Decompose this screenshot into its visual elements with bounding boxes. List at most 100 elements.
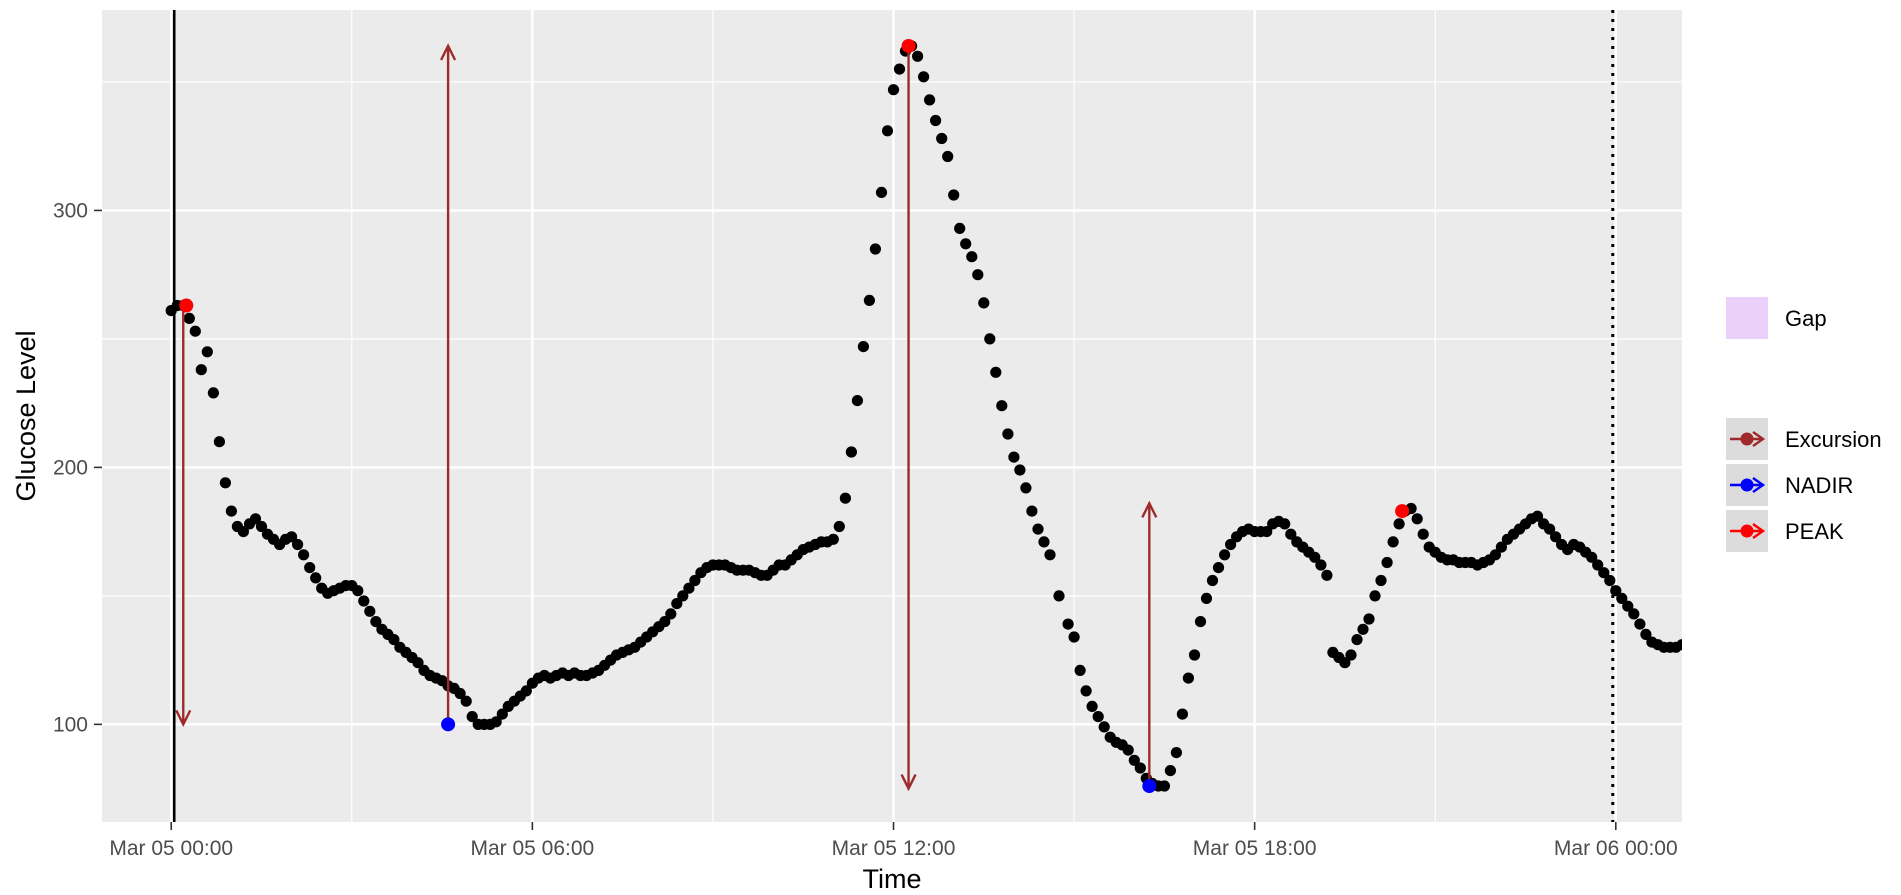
glucose-point	[990, 366, 1002, 378]
legend-key-point	[1740, 478, 1754, 492]
glucose-point	[1068, 631, 1080, 643]
y-axis-title: Glucose Level	[11, 330, 41, 501]
glucose-point	[1357, 623, 1369, 635]
glucose-point	[1020, 482, 1032, 494]
glucose-point	[298, 549, 310, 561]
glucose-point	[1628, 608, 1640, 620]
glucose-point	[1321, 569, 1333, 581]
glucose-point	[286, 531, 298, 543]
glucose-point	[1345, 649, 1357, 661]
glucose-point	[857, 341, 870, 353]
glucose-point	[881, 125, 894, 137]
glucose-point	[1363, 613, 1375, 625]
glucose-point	[1188, 649, 1201, 661]
glucose-point	[1080, 685, 1092, 697]
glucose-point	[195, 364, 207, 376]
glucose-point	[1351, 634, 1363, 646]
legend-key-arrow	[1752, 523, 1766, 539]
glucose-point	[370, 616, 382, 628]
glucose-point	[496, 708, 508, 720]
glucose-point	[1604, 574, 1616, 587]
glucose-point	[1212, 562, 1225, 574]
glucose-point	[1062, 618, 1074, 630]
glucose-point	[1695, 637, 1706, 648]
glucose-point	[851, 395, 864, 407]
data-points	[165, 40, 1778, 792]
glucose-point	[1743, 631, 1754, 642]
glucose-point	[213, 436, 225, 448]
glucose-point	[1586, 551, 1598, 563]
peak-marker	[179, 298, 194, 313]
glucose-point	[1122, 744, 1134, 756]
glucose-point	[1158, 780, 1170, 792]
glucose-point	[659, 616, 671, 628]
glucose-point	[677, 590, 689, 602]
glucose-point	[954, 222, 966, 234]
glucose-point	[1200, 592, 1213, 605]
glucose-point	[1261, 526, 1273, 538]
glucose-point	[255, 520, 268, 533]
glucose-point	[893, 63, 906, 75]
glucose-point	[1701, 634, 1712, 645]
glucose-point	[1339, 657, 1351, 669]
glucose-point	[984, 333, 996, 345]
legend-nadir-label: NADIR	[1785, 473, 1853, 498]
glucose-point	[358, 595, 370, 607]
glucose-point	[1616, 592, 1628, 605]
glucose-point	[207, 387, 219, 399]
glucose-point	[869, 243, 882, 255]
minor-gridlines	[102, 10, 1682, 822]
glucose-point	[1676, 639, 1682, 651]
glucose-point	[1640, 628, 1652, 641]
glucose-point	[1598, 567, 1610, 579]
x-tick-label: Mar 05 18:00	[1193, 837, 1317, 860]
glucose-point	[683, 582, 695, 594]
glucose-point	[936, 132, 948, 145]
excursion-arrow-head	[175, 709, 192, 728]
glucose-point	[412, 657, 424, 669]
glucose-point	[1531, 510, 1544, 522]
legend-key-point	[1740, 432, 1754, 446]
glucose-point	[1098, 721, 1110, 733]
glucose-point	[1315, 559, 1327, 571]
glucose-point	[671, 598, 683, 610]
glucose-point	[1074, 664, 1086, 677]
glucose-point	[887, 84, 900, 96]
glucose-point	[237, 526, 249, 538]
glucose-point	[1182, 672, 1194, 684]
glucose-point	[1206, 574, 1219, 587]
glucose-point	[689, 574, 701, 587]
glucose-point	[388, 634, 400, 646]
glucose-point	[972, 269, 984, 281]
glucose-point	[912, 50, 924, 62]
y-tick-label: 100	[53, 713, 88, 736]
glucose-point	[839, 492, 852, 504]
legend-key-arrow	[1752, 431, 1766, 447]
glucose-point	[1044, 549, 1056, 561]
glucose-point	[1737, 637, 1748, 648]
glucose-point	[930, 114, 942, 127]
glucose-point	[1092, 711, 1104, 723]
glucose-point	[1725, 626, 1736, 637]
x-axis-title: Time	[863, 864, 922, 894]
glucose-point	[1688, 639, 1699, 650]
glucose-point	[1194, 616, 1207, 628]
glucose-point	[189, 325, 201, 337]
glucose-point	[1767, 631, 1778, 642]
legend-gap-label: Gap	[1785, 306, 1827, 331]
nadir-marker	[1142, 779, 1157, 794]
glucose-point	[1128, 754, 1140, 766]
x-tick-label: Mar 06 00:00	[1554, 837, 1678, 860]
glucose-point	[466, 711, 478, 723]
legend-excursion-label: Excursion	[1785, 427, 1882, 452]
glucose-point	[1381, 556, 1393, 569]
legend: Gap Excursion NADIR PEAK	[1726, 297, 1882, 552]
glucose-point	[304, 562, 316, 574]
glucose-point	[1134, 762, 1146, 774]
y-tick-label: 300	[53, 199, 88, 222]
x-tick-label: Mar 05 00:00	[109, 837, 233, 860]
glucose-point	[1225, 538, 1237, 551]
glucose-point	[1219, 549, 1231, 561]
axes: 100 200 300 Mar 05 00:00 Mar 05 06:00 Mar 05 …	[53, 199, 1678, 860]
glucose-point	[1285, 528, 1297, 540]
